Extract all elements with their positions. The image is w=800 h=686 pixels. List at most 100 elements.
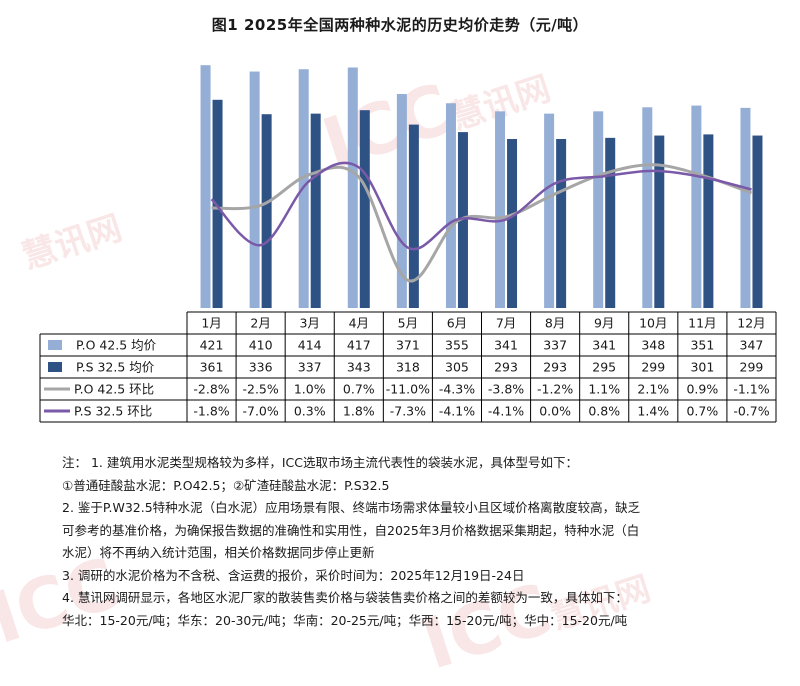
note-line: 4. 慧讯网调研显示，各地区水泥厂家的散装售卖价格与袋装售卖价格之间的差额较为一… xyxy=(62,590,628,605)
data-label: 371 xyxy=(396,338,420,353)
data-label: 293 xyxy=(543,360,567,375)
data-label: -2.8% xyxy=(193,382,229,397)
data-label: 299 xyxy=(740,360,764,375)
notes-block: 注： 1. 建筑用水泥类型规格较为多样，ICC选取市场主流代表性的袋装水泥，具体… xyxy=(62,452,762,632)
bar-ps325 xyxy=(212,99,223,308)
data-label: 301 xyxy=(690,360,714,375)
x-tick-label: 9月 xyxy=(594,316,614,331)
data-label: 343 xyxy=(347,360,371,375)
legend-label: P.S 32.5 环比 xyxy=(74,404,152,419)
data-label: 0.7% xyxy=(343,382,375,397)
bar-ps325 xyxy=(556,139,567,308)
bar-ps325 xyxy=(457,132,468,308)
data-label: 337 xyxy=(298,360,322,375)
bar-po425 xyxy=(593,111,604,308)
data-label: -11.0% xyxy=(386,382,430,397)
data-label: 1.0% xyxy=(294,382,326,397)
data-label: 305 xyxy=(445,360,469,375)
price-trend-chart: 1月 2月 3月 4月 5月 6月 7月 8月 9月 10月 11月 12月 P.O 42.5 均价 42… xyxy=(39,65,777,423)
x-tick-label: 12月 xyxy=(737,316,765,331)
note-line: 水泥）将不再纳入统计范围，相关价格数据同步停止更新 xyxy=(62,545,375,560)
bar-ps325 xyxy=(261,114,272,308)
data-label: 0.8% xyxy=(588,404,620,419)
x-tick-label: 6月 xyxy=(447,316,467,331)
data-label: 351 xyxy=(690,338,714,353)
legend-swatch xyxy=(48,362,62,372)
x-tick-label: 7月 xyxy=(496,316,516,331)
data-label: 414 xyxy=(298,338,322,353)
data-label: 336 xyxy=(249,360,273,375)
data-label: 337 xyxy=(543,338,567,353)
data-label: -1.8% xyxy=(193,404,229,419)
legend-label: P.S 32.5 均价 xyxy=(76,360,155,375)
bar-ps325 xyxy=(703,134,714,308)
x-tick-label: 5月 xyxy=(398,316,418,331)
data-label: -4.3% xyxy=(439,382,475,397)
bar-ps325 xyxy=(310,113,321,308)
x-tick-label: 3月 xyxy=(299,316,319,331)
bar-po425 xyxy=(740,107,751,308)
legend-label: P.O 42.5 环比 xyxy=(74,382,154,397)
note-line: 可参考的基准价格，为确保报告数据的准确性和实用性，自2025年3月价格数据采集期… xyxy=(62,522,640,538)
data-label: 1.1% xyxy=(588,382,620,397)
bar-ps325 xyxy=(507,139,518,308)
chart-title: 图1 2025年全国两种种水泥的历史均价走势（元/吨） xyxy=(211,16,589,34)
bar-ps325 xyxy=(752,135,763,308)
x-tick-label: 2月 xyxy=(250,316,270,331)
bar-po425 xyxy=(200,65,211,308)
data-label: 0.3% xyxy=(294,404,326,419)
data-label: 347 xyxy=(740,338,764,353)
data-label: -7.3% xyxy=(390,404,426,419)
bar-po425 xyxy=(445,103,456,308)
line-ps325-mom xyxy=(210,161,752,251)
bar-po425 xyxy=(347,67,358,308)
line-po425-mom xyxy=(211,163,753,283)
data-label: 421 xyxy=(200,338,224,353)
x-tick-label: 10月 xyxy=(639,316,667,331)
x-tick-label: 4月 xyxy=(349,316,369,331)
data-label: -3.8% xyxy=(488,382,524,397)
note-line: 2. 鉴于P.W32.5特种水泥（白水泥）应用场景有限、终端市场需求体量较小且区… xyxy=(62,500,641,515)
data-label: 1.4% xyxy=(637,404,669,419)
data-label: 355 xyxy=(445,338,469,353)
data-label: -2.5% xyxy=(242,382,278,397)
note-line: 华北：15-20元/吨；华东：20-30元/吨；华南：20-25元/吨；华西：1… xyxy=(62,612,628,628)
data-label: 0.7% xyxy=(686,404,718,419)
data-label: 410 xyxy=(249,338,273,353)
data-label: -4.1% xyxy=(488,404,524,419)
data-label: 295 xyxy=(592,360,616,375)
data-label: -1.1% xyxy=(733,382,769,397)
legend-swatch xyxy=(48,340,62,350)
data-label: 299 xyxy=(641,360,665,375)
x-tick-label: 11月 xyxy=(688,316,716,331)
data-label: 0.0% xyxy=(539,404,571,419)
data-label: 293 xyxy=(494,360,518,375)
data-label: 318 xyxy=(396,360,420,375)
bar-po425 xyxy=(544,113,555,308)
data-label: -7.0% xyxy=(242,404,278,419)
data-label: -4.1% xyxy=(439,404,475,419)
data-label: 2.1% xyxy=(637,382,669,397)
data-label: -1.2% xyxy=(537,382,573,397)
data-label: 1.8% xyxy=(343,404,375,419)
bar-po425 xyxy=(396,94,407,308)
x-tick-label: 1月 xyxy=(201,316,221,331)
bar-ps325 xyxy=(605,137,616,308)
bar-po425 xyxy=(495,111,506,308)
data-label: 0.9% xyxy=(686,382,718,397)
data-label: 341 xyxy=(494,338,518,353)
data-label: 417 xyxy=(347,338,371,353)
bar-po425 xyxy=(249,71,260,308)
note-line: 注： 1. 建筑用水泥类型规格较为多样，ICC选取市场主流代表性的袋装水泥，具体… xyxy=(62,455,579,470)
bar-ps325 xyxy=(359,110,370,308)
data-label: 348 xyxy=(641,338,665,353)
note-line: ①普通硅酸盐水泥：P.O42.5；②矿渣硅酸盐水泥：P.S32.5 xyxy=(62,477,390,493)
note-line: 3. 调研的水泥价格为不含税、含运费的报价，采价时间为：2025年12月19日-… xyxy=(62,567,525,583)
legend-label: P.O 42.5 均价 xyxy=(76,338,157,353)
data-label: 341 xyxy=(592,338,616,353)
bar-ps325 xyxy=(408,124,419,308)
data-label: -0.7% xyxy=(733,404,769,419)
x-tick-label: 8月 xyxy=(545,316,565,331)
bar-po425 xyxy=(691,105,702,308)
bar-ps325 xyxy=(654,135,665,308)
